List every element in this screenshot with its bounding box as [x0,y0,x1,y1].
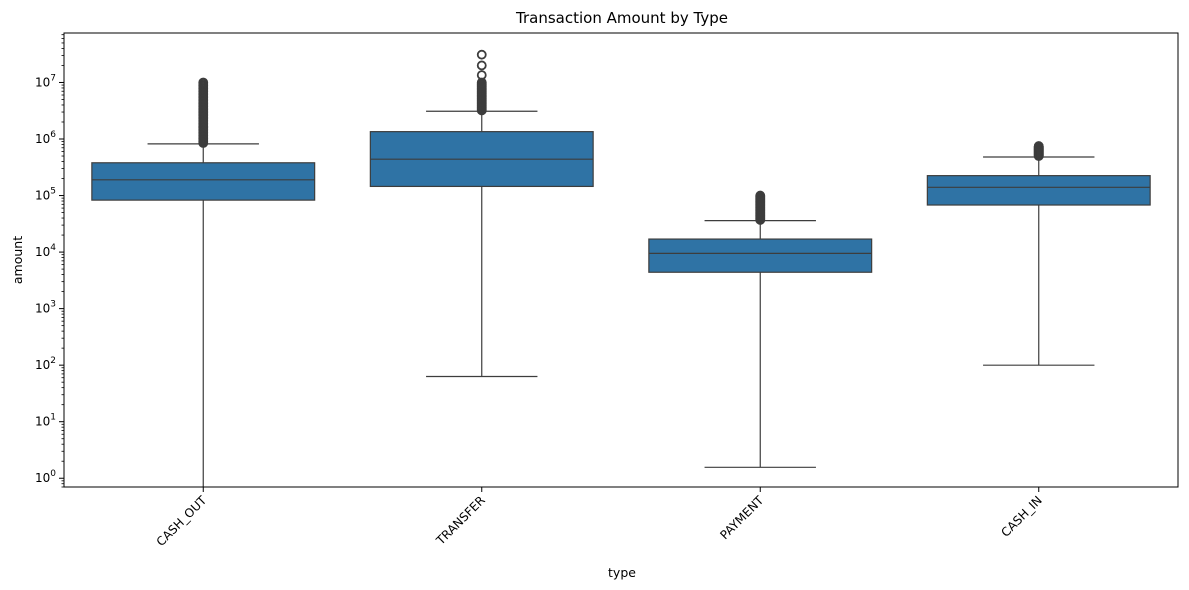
y-tick-label: 103 [35,300,56,316]
y-axis-label: amount [10,236,25,284]
y-tick-label: 100 [35,469,56,485]
y-tick-label: 101 [35,413,56,429]
x-tick-label: CASH_OUT [154,493,210,549]
box-payment [648,238,873,273]
plot-area [91,49,1151,487]
outlier-point [476,70,487,81]
box-cash-in [926,175,1151,206]
box-cash-out [91,162,316,201]
box-group-transfer [369,49,594,378]
box-group-cash-out [91,77,316,487]
box-group-cash-in [926,141,1151,366]
x-tick-label: TRANSFER [433,493,488,548]
x-tick-label: CASH_IN [998,493,1044,539]
outlier-point [755,190,766,201]
y-tick-label: 106 [35,130,56,146]
y-tick-label: 105 [35,187,56,203]
x-axis-label: type [608,565,636,580]
outlier-point [1033,141,1044,151]
box-group-payment [648,190,873,468]
outlier-point [198,77,209,88]
plot-frame [63,32,1179,488]
outlier-point [476,49,487,60]
y-tick-label: 102 [35,356,56,372]
outlier-point [476,60,487,71]
y-tick-label: 107 [35,73,56,89]
chart-title: Transaction Amount by Type [515,9,728,27]
y-tick-label: 104 [35,243,56,259]
x-tick-label: PAYMENT [717,493,766,542]
